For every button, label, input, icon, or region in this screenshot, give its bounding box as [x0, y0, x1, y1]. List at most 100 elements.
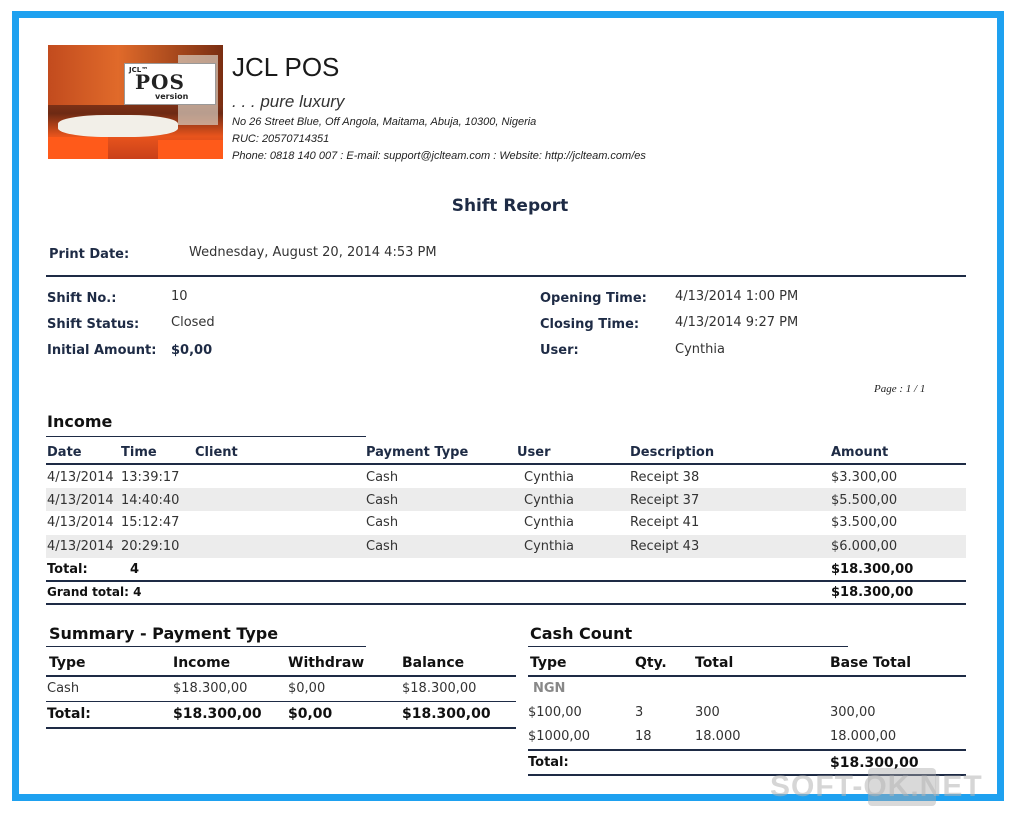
initial-amount-value: $0,00: [171, 343, 213, 358]
income-total-count: 4: [130, 562, 140, 577]
col-date: Date: [47, 445, 82, 460]
cash-total-base: $18.300,00: [830, 755, 919, 771]
cash-col-type: Type: [530, 655, 567, 671]
summary-income: $18.300,00: [173, 681, 248, 696]
col-time: Time: [121, 445, 157, 460]
income-user: Cynthia: [524, 493, 574, 508]
watermark: SOFT-OK.NET: [770, 768, 1015, 808]
cash-type: $1000,00: [528, 729, 591, 744]
closing-time-label: Closing Time:: [540, 317, 640, 332]
user-value: Cynthia: [675, 342, 725, 357]
col-description: Description: [630, 445, 715, 460]
divider: [46, 436, 366, 437]
divider: [528, 675, 966, 677]
cash-base-total: 300,00: [830, 705, 876, 720]
income-total-label: Total:: [47, 562, 88, 577]
grand-total-amount: $18.300,00: [831, 585, 914, 600]
shift-status-value: Closed: [171, 315, 215, 330]
summary-type: Cash: [47, 681, 80, 696]
divider: [46, 675, 516, 677]
cash-total: 18.000: [695, 729, 741, 744]
divider: [46, 580, 966, 582]
company-contact: Phone: 0818 140 007 : E-mail: support@jc…: [232, 150, 646, 162]
company-ruc: RUC: 20570714351: [232, 133, 330, 145]
income-payment: Cash: [366, 470, 399, 485]
income-amount: $3.500,00: [831, 515, 898, 530]
summary-balance: $18.300,00: [402, 681, 477, 696]
shift-status-label: Shift Status:: [47, 317, 140, 332]
divider: [46, 603, 966, 605]
initial-amount-label: Initial Amount:: [47, 343, 157, 358]
summary-withdraw: $0,00: [288, 681, 326, 696]
tagline: . . . pure luxury: [232, 92, 345, 111]
summary-col-type: Type: [49, 655, 86, 671]
income-time: 13:39:17: [121, 470, 180, 485]
cash-col-base-total: Base Total: [830, 655, 912, 671]
cash-count-section-title: Cash Count: [530, 624, 633, 643]
income-section-title: Income: [47, 412, 113, 431]
col-client: Client: [195, 445, 238, 460]
cash-total-label: Total:: [528, 755, 569, 770]
summary-section-title: Summary - Payment Type: [49, 624, 279, 643]
income-description: Receipt 41: [630, 515, 700, 530]
logo-badge: JCL™ POS version: [124, 63, 216, 105]
summary-total-withdraw: $0,00: [288, 706, 333, 722]
col-payment-type: Payment Type: [366, 445, 469, 460]
divider: [46, 646, 366, 647]
print-date-value: Wednesday, August 20, 2014 4:53 PM: [189, 245, 437, 260]
summary-total-label: Total:: [47, 706, 91, 722]
divider: [528, 749, 966, 751]
income-payment: Cash: [366, 539, 399, 554]
cash-qty: 18: [635, 729, 652, 744]
grand-total-label: Grand total: 4: [47, 585, 142, 599]
summary-total-income: $18.300,00: [173, 706, 262, 722]
income-time: 15:12:47: [121, 515, 180, 530]
cash-col-qty: Qty.: [635, 655, 667, 671]
income-description: Receipt 37: [630, 493, 700, 508]
divider: [46, 275, 966, 277]
income-user: Cynthia: [524, 539, 574, 554]
report-title: Shift Report: [451, 196, 569, 216]
summary-total-balance: $18.300,00: [402, 706, 491, 722]
col-amount: Amount: [831, 445, 889, 460]
income-payment: Cash: [366, 515, 399, 530]
print-date-label: Print Date:: [49, 247, 130, 262]
summary-col-income: Income: [173, 655, 231, 671]
company-address: No 26 Street Blue, Off Angola, Maitama, …: [232, 116, 537, 128]
divider: [528, 774, 966, 776]
shift-no-label: Shift No.:: [47, 291, 117, 306]
cash-total: 300: [695, 705, 720, 720]
opening-time-label: Opening Time:: [540, 291, 647, 306]
income-user: Cynthia: [524, 515, 574, 530]
divider: [46, 701, 516, 702]
income-description: Receipt 43: [630, 539, 700, 554]
currency-label: NGN: [533, 681, 566, 696]
col-user: User: [517, 445, 551, 460]
divider: [528, 646, 848, 647]
cash-base-total: 18.000,00: [830, 729, 897, 744]
income-amount: $5.500,00: [831, 493, 898, 508]
income-user: Cynthia: [524, 470, 574, 485]
income-time: 20:29:10: [121, 539, 180, 554]
user-label: User:: [540, 343, 579, 358]
watermark-box: [868, 768, 936, 806]
income-time: 14:40:40: [121, 493, 180, 508]
cash-type: $100,00: [528, 705, 582, 720]
cash-col-total: Total: [695, 655, 734, 671]
summary-col-withdraw: Withdraw: [288, 655, 365, 671]
opening-time-value: 4/13/2014 1:00 PM: [675, 289, 799, 304]
page-number: Page : 1 / 1: [874, 383, 926, 395]
income-payment: Cash: [366, 493, 399, 508]
shift-no-value: 10: [171, 289, 188, 304]
income-date: 4/13/2014: [47, 515, 114, 530]
income-date: 4/13/2014: [47, 493, 114, 508]
cash-qty: 3: [635, 705, 644, 720]
income-amount: $6.000,00: [831, 539, 898, 554]
row-shade: [46, 488, 966, 511]
income-date: 4/13/2014: [47, 539, 114, 554]
income-amount: $3.300,00: [831, 470, 898, 485]
income-total-amount: $18.300,00: [831, 562, 914, 577]
divider: [46, 727, 516, 729]
income-date: 4/13/2014: [47, 470, 114, 485]
income-description: Receipt 38: [630, 470, 700, 485]
